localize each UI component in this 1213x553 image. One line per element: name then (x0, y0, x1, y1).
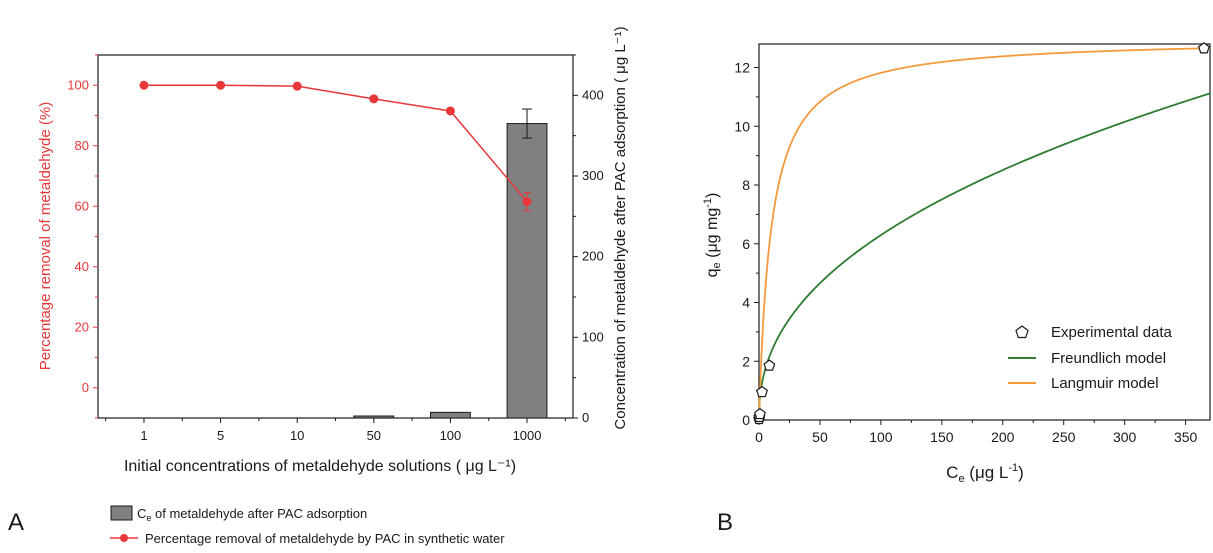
chart-b-curves (758, 47, 1211, 421)
a-line-point (369, 94, 379, 104)
legend-line-marker (120, 534, 128, 542)
b-x-tick-label: 0 (755, 429, 763, 445)
chart-b-y-axis-label: qe (μg mg-1) (702, 193, 723, 278)
a-bar (353, 415, 395, 419)
legend-experimental-label: Experimental data (1051, 324, 1173, 341)
a-left-tick-label: 60 (75, 198, 89, 213)
chart-a-legend: Ce of metaldehyde after PAC adsorption P… (110, 505, 505, 546)
a-line-path (143, 84, 528, 203)
a-left-tick-label: 100 (67, 77, 89, 92)
b-y-tick-label: 4 (742, 295, 750, 311)
a-line-point (216, 80, 226, 90)
chart-a-right-axis-label: Concentration of metaldehyde after PAC a… (612, 26, 629, 429)
b-y-tick-label: 8 (742, 177, 750, 193)
b-experimental-point (754, 407, 766, 420)
chart-a-left-axis-label: Percentage removal of metaldehyde (%) (37, 102, 54, 370)
b-x-tick-label: 350 (1174, 429, 1198, 445)
b-x-tick-label: 250 (1052, 429, 1076, 445)
legend-bar-swatch (110, 505, 133, 521)
chart-a: 0 20 40 60 80 100 0 100 200 300 400 1 5 10 50 100 1000… (8, 26, 629, 546)
chart-b-points (753, 42, 1210, 425)
a-bar (506, 123, 548, 419)
chart-a-line-series (139, 80, 532, 212)
b-freundlich-curve (758, 92, 1211, 421)
b-y-tick-label: 12 (734, 60, 750, 76)
a-line-point (292, 81, 302, 91)
b-y-tick-label: 2 (742, 353, 750, 369)
b-x-tick-label: 300 (1113, 429, 1137, 445)
a-x-tick-label: 10 (290, 428, 304, 443)
a-right-tick-label: 400 (582, 87, 604, 102)
b-experimental-point (763, 359, 776, 371)
a-right-tick-label: 300 (582, 168, 604, 183)
chart-b-x-axis-label: Ce (μg L-1) (946, 462, 1024, 485)
b-y-tick-label: 0 (742, 412, 750, 428)
chart-b-x-axis: 0 50 100 150 200 250 300 350 (755, 420, 1198, 445)
legend-line-label: Percentage removal of metaldehyde by PAC… (145, 531, 505, 546)
b-y-tick-label: 10 (734, 118, 750, 134)
panel-label-a: A (8, 509, 24, 536)
legend-freundlich-label: Freundlich model (1051, 350, 1166, 367)
chart-a-right-axis: 0 100 200 300 400 (573, 54, 604, 425)
a-x-tick-label: 1000 (513, 428, 542, 443)
b-x-tick-label: 200 (991, 429, 1015, 445)
a-x-tick-label: 1 (140, 428, 147, 443)
a-right-tick-label: 200 (582, 249, 604, 264)
chart-a-frame (97, 54, 574, 419)
chart-b-y-axis: 0 2 4 6 8 10 12 (734, 60, 759, 428)
panel-label-b: B (717, 509, 733, 536)
chart-b-frame (758, 43, 1211, 421)
a-bar (430, 411, 471, 419)
a-left-tick-label: 20 (75, 319, 89, 334)
a-x-tick-label: 50 (367, 428, 381, 443)
a-left-tick-label: 80 (75, 138, 89, 153)
b-x-tick-label: 50 (812, 429, 828, 445)
a-left-tick-label: 40 (75, 259, 89, 274)
a-line-point (445, 106, 455, 116)
chart-a-x-axis-label: Initial concentrations of metaldehyde so… (124, 458, 516, 475)
a-line-point (522, 197, 532, 207)
b-langmuir-curve (758, 47, 1211, 421)
a-x-tick-label: 5 (217, 428, 224, 443)
a-left-tick-label: 0 (82, 380, 89, 395)
legend-bar-label: Ce of metaldehyde after PAC adsorption (137, 506, 367, 523)
chart-a-left-axis: 0 20 40 60 80 100 (67, 54, 98, 419)
b-y-tick-label: 6 (742, 236, 750, 252)
a-right-tick-label: 100 (582, 329, 604, 344)
legend-experimental-marker (1015, 325, 1029, 339)
a-line-point (139, 80, 149, 90)
b-x-tick-label: 150 (930, 429, 954, 445)
b-experimental-point (756, 385, 768, 398)
b-x-tick-label: 100 (869, 429, 893, 445)
chart-b-legend: Experimental data Freundlich model Langm… (1008, 324, 1173, 392)
a-x-tick-label: 100 (440, 428, 462, 443)
chart-a-x-axis: 1 5 10 50 100 1000 (105, 418, 566, 443)
chart-b: 0 2 4 6 8 10 12 0 50 100 150 200 250 300 350 qe (μg m… (702, 42, 1211, 536)
chart-a-bars (353, 108, 548, 419)
b-experimental-point (1197, 42, 1210, 54)
legend-langmuir-label: Langmuir model (1051, 375, 1159, 392)
a-right-tick-label: 0 (582, 410, 589, 425)
